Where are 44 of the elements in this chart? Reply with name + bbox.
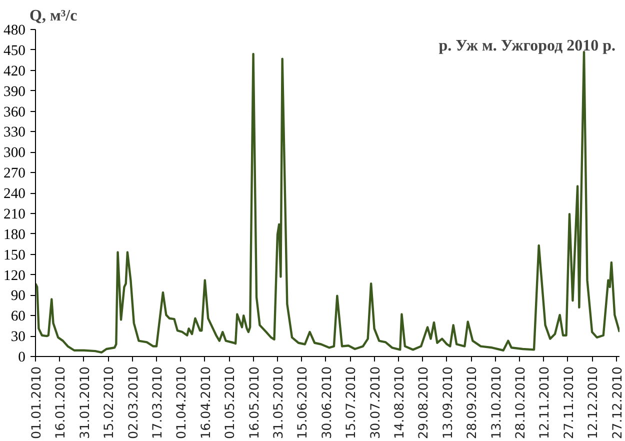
x-tick-label: 15.07.2010	[343, 366, 358, 439]
y-tick-label: 120	[4, 268, 26, 284]
x-tick-label: 14.08.2010	[391, 366, 406, 439]
y-tick-label: 300	[4, 145, 26, 162]
x-tick-label: 30.07.2010	[367, 366, 382, 439]
x-tick-label: 01.04.2010	[174, 366, 189, 439]
x-tick-label: 13.10.2010	[488, 366, 504, 439]
y-tick-label: 180	[4, 226, 26, 243]
x-tick-label: 15.06.2010	[294, 366, 310, 439]
x-tick-label: 01.05.2010	[222, 366, 238, 439]
y-tick-label: 360	[4, 104, 26, 120]
y-tick-label: 420	[4, 63, 26, 80]
x-tick-label: 16.01.2010	[52, 366, 68, 439]
y-tick-label: 60	[10, 308, 26, 325]
y-tick-label: 0	[18, 350, 26, 366]
x-tick-label: 29.08.2010	[416, 366, 431, 439]
x-tick-label: 13.09.2010	[440, 366, 455, 439]
x-tick-label: 01.01.2010	[28, 366, 44, 439]
x-tick-label: 28.10.2010	[512, 366, 528, 439]
y-tick-label: 210	[4, 206, 26, 222]
y-tick-label: 270	[4, 166, 26, 182]
text: р. Уж м. Ужгород 2010 р.	[438, 38, 616, 54]
x-tick-label: 02.03.2010	[125, 366, 140, 439]
y-tick-label: 30	[10, 329, 26, 346]
x-tick-label: 15.02.2010	[101, 366, 116, 439]
y-tick-label: 240	[4, 186, 26, 202]
y-tick-label: 150	[4, 247, 26, 264]
x-tick-label: 28.09.2010	[464, 366, 480, 439]
x-tick-label: 16.05.2010	[246, 366, 262, 439]
x-tick-label: 31.05.2010	[270, 366, 286, 439]
x-tick-label: 12.12.2010	[585, 366, 600, 439]
y-tick-label: 390	[4, 84, 26, 100]
y-axis-title: Q, м³/с	[30, 8, 78, 24]
x-tick-label: 27.11.2010	[560, 366, 576, 439]
x-tick-label: 31.01.2010	[76, 366, 92, 439]
x-tick-label: 30.06.2010	[318, 366, 334, 439]
y-tick-label: 330	[4, 124, 26, 141]
x-tick-label: 27.12.2010	[609, 366, 624, 439]
y-tick-label: 450	[4, 42, 26, 59]
y-tick-label: 90	[10, 288, 26, 304]
x-tick-label: 17.03.2010	[149, 366, 164, 439]
x-tick-label: 12.11.2010	[536, 366, 552, 439]
x-tick-label: 16.04.2010	[198, 366, 213, 439]
y-tick-label: 480	[4, 22, 26, 38]
